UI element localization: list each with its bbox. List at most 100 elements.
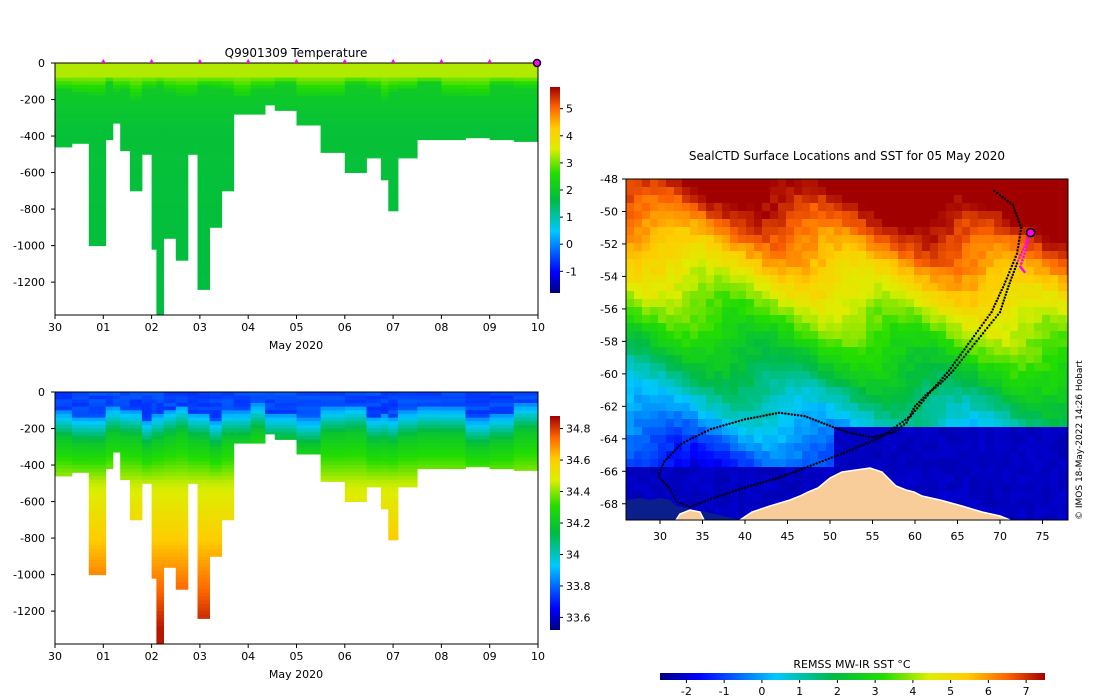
section-cell bbox=[209, 110, 223, 115]
sst-cell bbox=[1002, 267, 1011, 276]
section-cell bbox=[381, 147, 389, 152]
sst-cell bbox=[938, 475, 947, 484]
section-cell bbox=[296, 99, 321, 104]
sst-cell bbox=[954, 459, 963, 468]
sst-cell bbox=[946, 371, 955, 380]
sst-cell bbox=[1026, 403, 1035, 412]
sst-cell bbox=[802, 475, 811, 484]
sst-cell bbox=[674, 211, 683, 220]
track-point bbox=[981, 332, 985, 335]
sst-cell bbox=[682, 459, 691, 468]
section-cell bbox=[120, 121, 131, 126]
sst-cell bbox=[682, 227, 691, 236]
track-point bbox=[957, 356, 960, 359]
sst-cell bbox=[1066, 459, 1068, 468]
sst-cell bbox=[826, 259, 835, 268]
section-cell bbox=[513, 66, 538, 71]
section-cell bbox=[381, 497, 389, 502]
sst-cell bbox=[738, 499, 747, 508]
section-cell bbox=[120, 417, 131, 422]
section-cell bbox=[320, 136, 346, 141]
sst-cell bbox=[930, 347, 939, 356]
section-cell bbox=[175, 428, 189, 433]
sst-cell bbox=[906, 339, 915, 348]
section-cell bbox=[221, 147, 235, 152]
track-point bbox=[868, 435, 871, 438]
section-cell bbox=[151, 501, 157, 506]
section-cell bbox=[175, 205, 189, 210]
section-cell bbox=[151, 571, 157, 576]
sst-cell bbox=[914, 371, 923, 380]
section-cell bbox=[151, 468, 157, 473]
section-cell bbox=[209, 205, 223, 210]
sst-cell bbox=[986, 179, 995, 188]
section-cell bbox=[366, 443, 382, 448]
track-point bbox=[697, 433, 701, 437]
section-cell bbox=[320, 66, 346, 71]
sst-cell bbox=[690, 251, 699, 260]
sst-cell bbox=[754, 435, 763, 444]
section-cell bbox=[233, 432, 251, 437]
y-tick-label: -800 bbox=[20, 203, 45, 216]
map-y-tick-label: -58 bbox=[600, 335, 618, 348]
track-point bbox=[806, 465, 809, 469]
sst-cell bbox=[658, 443, 667, 452]
sst-cell bbox=[818, 331, 827, 340]
sst-cell bbox=[674, 451, 683, 460]
section-cell bbox=[388, 461, 399, 466]
sst-cell bbox=[898, 451, 907, 460]
sst-cell bbox=[698, 347, 707, 356]
sst-cell bbox=[682, 251, 691, 260]
sst-cell bbox=[1050, 227, 1059, 236]
track-point bbox=[746, 417, 750, 420]
section-cell bbox=[296, 95, 321, 100]
sst-cell bbox=[746, 339, 755, 348]
sst-cell bbox=[802, 443, 811, 452]
sst-cell bbox=[834, 195, 843, 204]
map-x-tick-label: 75 bbox=[1036, 530, 1050, 543]
sst-cell bbox=[658, 347, 667, 356]
sst-cell bbox=[970, 435, 979, 444]
track-point bbox=[990, 311, 993, 314]
sst-cell bbox=[1042, 475, 1051, 484]
sst-cell bbox=[658, 403, 667, 412]
section-cell bbox=[129, 165, 143, 170]
sst-cell bbox=[778, 411, 787, 420]
section-cell bbox=[163, 227, 177, 232]
sst-cell bbox=[738, 387, 747, 396]
section-cell bbox=[175, 245, 189, 250]
sst-cell bbox=[738, 507, 747, 516]
track-point bbox=[675, 500, 679, 504]
sst-cell bbox=[1050, 387, 1059, 396]
sst-cell bbox=[1050, 411, 1059, 420]
section-cell bbox=[129, 147, 143, 152]
section-cell bbox=[489, 117, 515, 122]
section-cell bbox=[113, 84, 121, 89]
sst-cell bbox=[1026, 339, 1035, 348]
track-point bbox=[1006, 199, 1009, 203]
sst-cell bbox=[874, 195, 883, 204]
section-cell bbox=[113, 66, 121, 71]
sst-cell bbox=[906, 427, 915, 436]
section-cell bbox=[296, 88, 321, 93]
section-cell bbox=[88, 483, 107, 488]
sst-cell bbox=[762, 179, 771, 188]
section-cell bbox=[88, 220, 107, 225]
section-cell bbox=[88, 110, 107, 115]
section-cell bbox=[197, 256, 210, 261]
section-cell bbox=[388, 103, 399, 108]
track-point bbox=[800, 414, 803, 417]
sst-cell bbox=[970, 459, 979, 468]
sst-cell bbox=[746, 483, 755, 492]
section-cell bbox=[344, 168, 367, 173]
section-cell bbox=[129, 432, 143, 437]
section-cell bbox=[187, 95, 198, 100]
sst-cell bbox=[994, 219, 1003, 228]
section-cell bbox=[381, 117, 389, 122]
section-cell bbox=[55, 435, 73, 440]
section-cell bbox=[151, 530, 157, 535]
section-cell bbox=[55, 410, 73, 415]
map-x-tick-label: 50 bbox=[823, 530, 837, 543]
section-cell bbox=[221, 106, 235, 111]
section-cell bbox=[113, 410, 121, 415]
